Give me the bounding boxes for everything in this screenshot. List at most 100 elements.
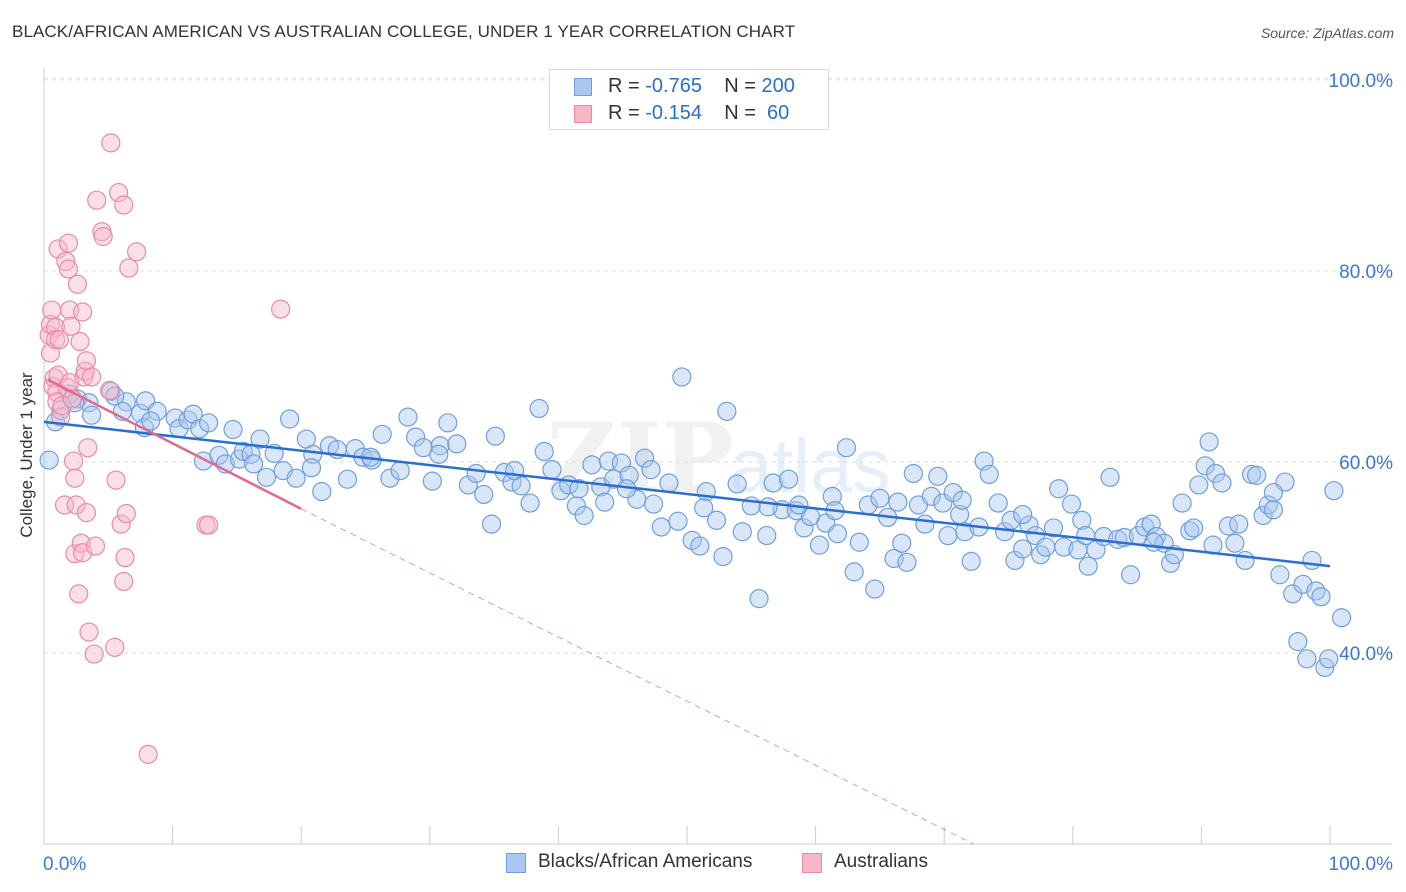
point-blacks xyxy=(836,438,857,458)
point-blacks xyxy=(1189,475,1209,495)
point-australians xyxy=(84,644,104,664)
legend-r-label: R = xyxy=(608,102,646,124)
point-blacks xyxy=(961,551,981,571)
y-axis-title: College, Under 1 year xyxy=(17,372,36,538)
point-blacks xyxy=(952,490,972,510)
point-blacks xyxy=(520,493,540,513)
series-australians-points xyxy=(39,133,291,764)
point-blacks xyxy=(380,468,400,488)
legend-r-value: -0.154 xyxy=(645,102,702,124)
point-australians xyxy=(105,637,125,657)
point-blacks xyxy=(244,454,264,474)
point-blacks xyxy=(641,460,661,480)
point-australians xyxy=(49,330,70,350)
point-australians xyxy=(76,503,97,523)
y-tick-label: 100.0% xyxy=(1329,71,1394,92)
point-australians xyxy=(66,495,86,515)
point-blacks xyxy=(505,460,525,481)
point-blacks xyxy=(757,525,777,546)
bottom-legend-label-australians: Australians xyxy=(834,851,928,872)
point-blacks xyxy=(141,411,161,431)
point-blacks xyxy=(809,535,830,555)
point-australians xyxy=(76,351,97,371)
point-blacks xyxy=(1288,632,1308,652)
point-blacks xyxy=(39,450,59,470)
point-australians xyxy=(78,438,98,458)
point-blacks xyxy=(713,546,733,567)
point-blacks xyxy=(529,398,549,419)
point-blacks xyxy=(634,448,655,468)
point-australians xyxy=(111,514,131,534)
point-blacks xyxy=(643,494,664,514)
point-blacks xyxy=(1306,581,1326,601)
point-blacks xyxy=(390,460,410,481)
point-blacks xyxy=(1302,550,1322,571)
point-blacks xyxy=(286,468,306,488)
point-blacks xyxy=(422,471,442,491)
point-blacks xyxy=(1172,493,1192,513)
point-blacks xyxy=(1331,608,1352,628)
chart-source: Source: ZipAtlas.com xyxy=(1260,25,1394,41)
point-blacks xyxy=(915,514,935,534)
trend-line-australians-extrapolated xyxy=(300,508,975,845)
point-blacks xyxy=(1072,510,1092,530)
point-blacks xyxy=(870,488,890,508)
point-blacks xyxy=(892,533,912,553)
point-blacks xyxy=(604,469,624,489)
legend-text-australians: R = -0.154 N = 60 xyxy=(608,102,789,125)
point-blacks xyxy=(763,473,783,493)
point-blacks xyxy=(1144,532,1164,552)
point-blacks xyxy=(250,429,270,449)
point-australians xyxy=(81,367,102,387)
point-blacks xyxy=(988,493,1008,513)
point-australians xyxy=(40,314,61,335)
point-blacks xyxy=(199,413,219,433)
x-tick-label-min: 0.0% xyxy=(43,854,86,875)
point-blacks xyxy=(1013,504,1033,525)
point-blacks xyxy=(1184,518,1204,538)
point-australians xyxy=(101,133,121,153)
point-blacks xyxy=(865,579,885,599)
point-australians xyxy=(138,744,158,764)
point-blacks xyxy=(749,589,769,609)
point-blacks xyxy=(955,522,975,542)
point-blacks xyxy=(1319,649,1339,669)
point-blacks xyxy=(105,386,125,406)
point-blacks xyxy=(481,514,502,534)
point-blacks xyxy=(668,511,688,531)
grid xyxy=(44,77,1392,654)
bottom-legend-swatch-blacks xyxy=(506,853,526,873)
point-blacks xyxy=(1078,556,1098,576)
point-blacks xyxy=(1049,479,1069,499)
point-australians xyxy=(116,503,136,524)
point-blacks xyxy=(1225,533,1245,553)
point-blacks xyxy=(574,505,594,526)
point-blacks xyxy=(888,492,908,512)
point-blacks xyxy=(844,562,864,582)
point-australians xyxy=(93,226,113,247)
point-australians xyxy=(114,571,134,592)
point-blacks xyxy=(1235,550,1255,571)
point-blacks xyxy=(429,444,449,464)
legend-swatch-australians xyxy=(574,105,592,123)
point-australians xyxy=(87,190,107,210)
point-blacks xyxy=(1121,565,1141,585)
point-blacks xyxy=(884,548,904,569)
y-tick-label: 80.0% xyxy=(1339,262,1393,283)
point-blacks xyxy=(582,455,602,475)
bottom-legend-label-blacks: Blacks/African Americans xyxy=(538,851,753,872)
point-australians xyxy=(65,468,85,488)
legend-n-value: 200 xyxy=(761,75,795,97)
point-blacks xyxy=(372,424,392,444)
point-blacks xyxy=(256,467,277,487)
point-blacks xyxy=(1205,463,1226,484)
point-blacks xyxy=(1199,432,1219,452)
point-blacks xyxy=(183,404,203,424)
point-australians xyxy=(106,470,126,490)
point-blacks xyxy=(1253,505,1273,526)
point-blacks xyxy=(1324,481,1344,501)
point-blacks xyxy=(778,469,799,489)
point-blacks xyxy=(1043,518,1064,538)
y-tick-label: 60.0% xyxy=(1339,453,1393,474)
point-blacks xyxy=(569,479,589,499)
